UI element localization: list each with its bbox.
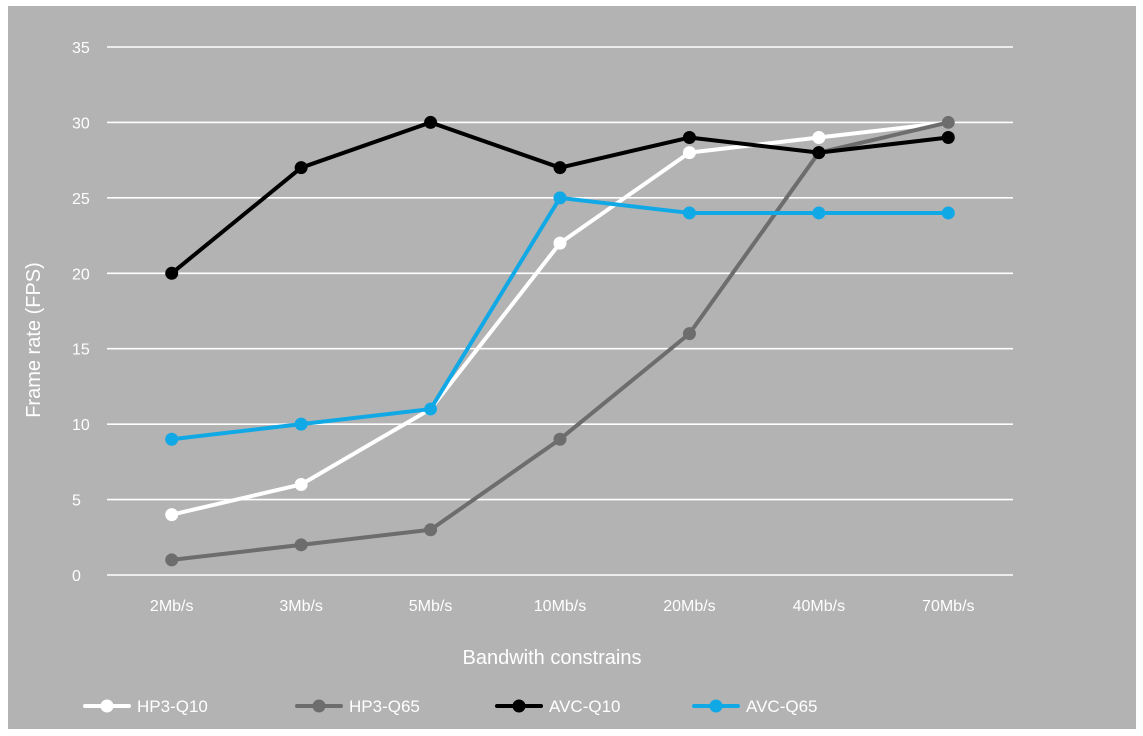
data-point-hp3-q65 — [424, 523, 438, 537]
legend-label: AVC-Q10 — [549, 697, 621, 716]
data-point-avc-q10 — [294, 161, 308, 175]
y-tick-label: 0 — [72, 568, 81, 585]
y-tick-label: 15 — [72, 342, 90, 359]
data-point-hp3-q10 — [553, 236, 567, 250]
series-avc-q65 — [165, 191, 955, 446]
y-tick-label: 30 — [72, 115, 90, 132]
data-point-avc-q10 — [941, 131, 955, 145]
data-point-avc-q65 — [941, 206, 955, 220]
series-line-hp3-q65 — [169, 120, 951, 562]
data-point-avc-q65 — [682, 206, 696, 220]
series-hp3-q10 — [165, 115, 955, 522]
data-point-avc-q65 — [294, 417, 308, 431]
legend-label: HP3-Q65 — [349, 697, 420, 716]
legend-swatch-marker — [312, 699, 326, 713]
legend-label: HP3-Q10 — [137, 697, 208, 716]
y-axis-ticks: 0 5 10 15 20 25 30 35 — [72, 40, 90, 585]
data-point-avc-q65 — [424, 402, 438, 416]
series-lines — [165, 115, 955, 567]
x-tick-label: 20Mb/s — [663, 598, 715, 615]
x-tick-label: 40Mb/s — [793, 598, 845, 615]
y-tick-label: 10 — [72, 417, 90, 434]
data-point-hp3-q10 — [682, 146, 696, 160]
data-point-hp3-q65 — [682, 327, 696, 341]
data-point-avc-q10 — [553, 161, 567, 175]
data-point-hp3-q10 — [165, 508, 179, 522]
legend-swatch-marker — [512, 699, 526, 713]
data-point-avc-q10 — [812, 146, 826, 160]
y-axis-title: Frame rate (FPS) — [23, 262, 45, 418]
y-tick-label: 35 — [72, 40, 90, 57]
data-point-hp3-q65 — [165, 553, 179, 567]
data-point-avc-q10 — [424, 115, 438, 129]
legend-item-avc-q65[interactable]: AVC-Q65 — [692, 697, 818, 716]
series-line-hp3-q10 — [169, 120, 951, 517]
data-point-avc-q10 — [682, 131, 696, 145]
y-tick-label: 25 — [72, 191, 90, 208]
series-line-avc-q65 — [169, 195, 951, 442]
data-point-hp3-q65 — [553, 432, 567, 446]
data-point-hp3-q65 — [294, 538, 308, 552]
legend-item-hp3-q10[interactable]: HP3-Q10 — [83, 697, 208, 716]
data-point-avc-q65 — [812, 206, 826, 220]
y-tick-label: 5 — [72, 493, 81, 510]
legend-swatch-marker — [100, 699, 114, 713]
x-tick-label: 2Mb/s — [150, 598, 194, 615]
data-point-hp3-q65 — [941, 115, 955, 129]
data-point-avc-q10 — [165, 266, 179, 280]
x-tick-label: 3Mb/s — [279, 598, 323, 615]
data-point-avc-q65 — [553, 191, 567, 205]
legend-item-hp3-q65[interactable]: HP3-Q65 — [295, 697, 420, 716]
data-point-hp3-q10 — [294, 477, 308, 491]
data-point-hp3-q10 — [812, 131, 826, 145]
legend-label: AVC-Q65 — [746, 697, 818, 716]
x-tick-label: 5Mb/s — [409, 598, 453, 615]
x-axis-title: Bandwith constrains — [463, 647, 642, 669]
legend-item-avc-q10[interactable]: AVC-Q10 — [495, 697, 621, 716]
legend[interactable]: HP3-Q10 HP3-Q65 AVC-Q10 AVC-Q65 — [83, 697, 818, 716]
series-avc-q10 — [165, 115, 955, 280]
data-point-avc-q65 — [165, 432, 179, 446]
x-axis-ticks: 2Mb/s 3Mb/s 5Mb/s 10Mb/s 20Mb/s 40Mb/s 70Mb/s — [150, 598, 975, 615]
legend-swatch-marker — [709, 699, 723, 713]
x-tick-label: 70Mb/s — [922, 598, 974, 615]
y-tick-label: 20 — [72, 266, 90, 283]
gridlines — [107, 46, 1013, 576]
x-tick-label: 10Mb/s — [534, 598, 586, 615]
